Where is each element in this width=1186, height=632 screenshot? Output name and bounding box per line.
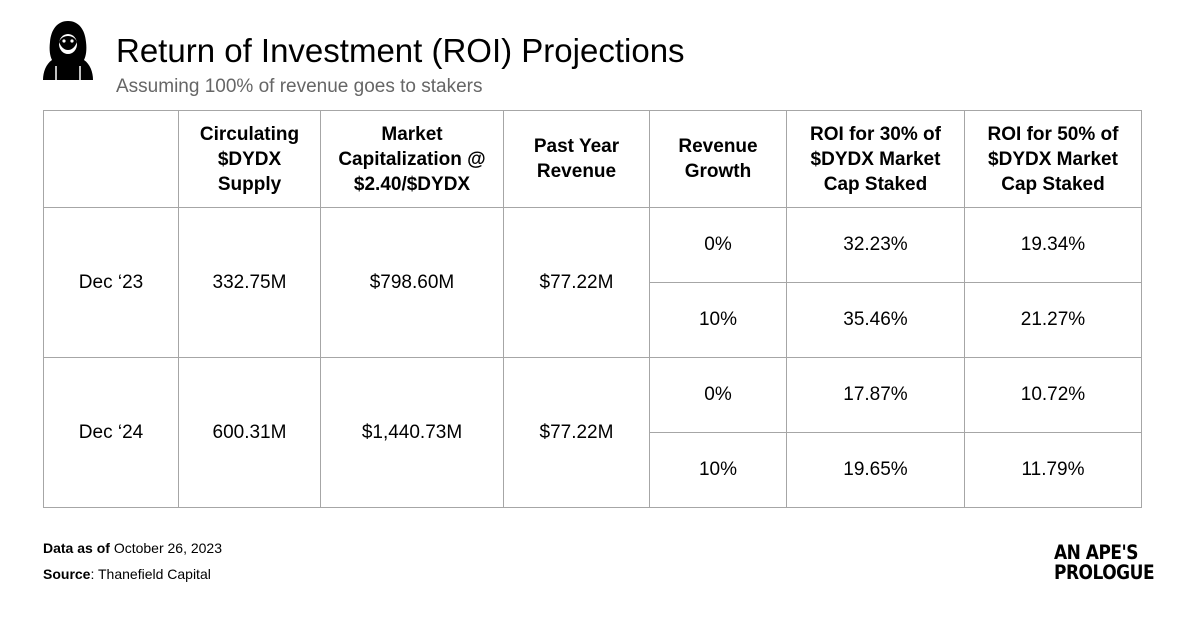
roi-30-cell: 17.87% — [786, 357, 965, 433]
period-cell: Dec ‘23 — [43, 207, 179, 358]
roi-30-cell: 19.65% — [786, 432, 965, 508]
source-note: Source: Thanefield Capital — [43, 566, 211, 582]
growth-cell: 10% — [649, 282, 787, 358]
roi-table: Circulating $DYDX Supply Market Capitali… — [43, 110, 1142, 508]
table-row: 10% 35.46% 21.27% — [44, 282, 1142, 358]
roi-50-cell: 21.27% — [964, 282, 1142, 358]
column-header-past-revenue: Past Year Revenue — [503, 110, 650, 208]
column-header-supply: Circulating $DYDX Supply — [178, 110, 321, 208]
table-row: Dec ‘23 332.75M $798.60M $77.22M 0% 32.2… — [43, 207, 1142, 358]
table-row: 10% 19.65% 11.79% — [44, 432, 1142, 508]
brand-line-1: AN APE'S — [1054, 541, 1138, 565]
roi-30-cell: 32.23% — [786, 207, 965, 283]
growth-cell: 10% — [649, 432, 787, 508]
past-revenue-cell: $77.22M — [503, 207, 650, 358]
column-header-market-cap: Market Capitalization @ $2.40/$DYDX — [320, 110, 504, 208]
column-header-revenue-growth: Revenue Growth — [649, 110, 787, 208]
roi-50-cell: 11.79% — [964, 432, 1142, 508]
growth-cell: 0% — [649, 357, 787, 433]
brand-logo: AN APE'S PROLOGUE — [1054, 541, 1155, 586]
page-title: Return of Investment (ROI) Projections — [116, 32, 685, 69]
source-value: Thanefield Capital — [98, 566, 211, 582]
supply-cell: 600.31M — [178, 357, 321, 508]
column-header-roi-50: ROI for 50% of $DYDX Market Cap Staked — [964, 110, 1142, 208]
roi-50-cell: 10.72% — [964, 357, 1142, 433]
period-cell: Dec ‘24 — [43, 357, 179, 508]
growth-cell: 0% — [649, 207, 787, 283]
table-row: Dec ‘24 600.31M $1,440.73M $77.22M 0% 17… — [43, 357, 1142, 508]
table-header-row: Circulating $DYDX Supply Market Capitali… — [43, 110, 1142, 208]
hooded-ape-icon — [43, 21, 93, 80]
past-revenue-cell: $77.22M — [503, 357, 650, 508]
page-subtitle: Assuming 100% of revenue goes to stakers — [116, 76, 483, 97]
source-label: Source — [43, 566, 91, 582]
data-date-note: Data as of October 26, 2023 — [43, 540, 222, 556]
column-header-roi-30: ROI for 30% of $DYDX Market Cap Staked — [786, 110, 965, 208]
data-date-label: Data as of — [43, 540, 110, 556]
column-header-period — [43, 110, 179, 208]
data-date-value: October 26, 2023 — [113, 540, 222, 556]
market-cap-cell: $1,440.73M — [320, 357, 504, 508]
roi-30-cell: 35.46% — [786, 282, 965, 358]
brand-line-2: PROLOGUE — [1054, 561, 1155, 585]
market-cap-cell: $798.60M — [320, 207, 504, 358]
roi-50-cell: 19.34% — [964, 207, 1142, 283]
supply-cell: 332.75M — [178, 207, 321, 358]
